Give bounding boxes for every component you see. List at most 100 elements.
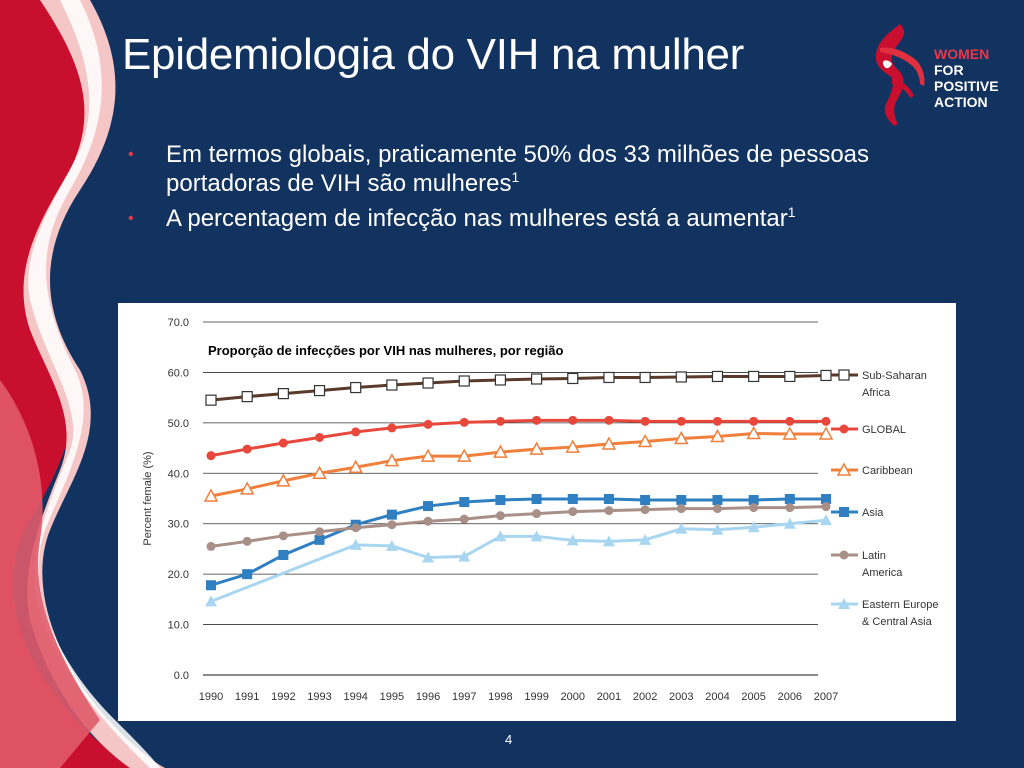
y-tick-label: 0.0 (174, 670, 189, 682)
data-point (351, 427, 361, 437)
data-point (785, 416, 795, 426)
data-point (710, 428, 725, 443)
data-point (838, 598, 850, 609)
data-point (315, 527, 325, 537)
line-chart: 0.0 10.0 20.0 30.0 40.0 50.0 60.0 70.0 1990 1991 1… (142, 317, 938, 703)
data-point (748, 495, 759, 506)
data-point (784, 494, 795, 505)
data-point (423, 516, 433, 526)
logo-word: POSITIVE (934, 78, 999, 94)
x-tick-label: 2000 (561, 691, 585, 703)
data-point (206, 580, 216, 591)
data-point (640, 416, 650, 426)
bullet-item: • A percentagem de infecção nas mulheres … (128, 204, 928, 233)
data-point (423, 419, 433, 429)
y-tick-label: 40.0 (168, 468, 189, 480)
data-point (675, 371, 687, 383)
data-point (384, 453, 400, 467)
data-point (348, 459, 363, 473)
data-point (712, 504, 722, 514)
logo-word: ACTION (934, 94, 988, 110)
data-point (350, 381, 362, 394)
data-point (637, 433, 653, 448)
data-point (422, 377, 434, 389)
data-point (676, 504, 686, 514)
x-tick-label: 2007 (814, 691, 838, 703)
x-tick-label: 1999 (524, 691, 548, 703)
data-point (712, 416, 722, 426)
data-point (278, 549, 289, 560)
data-point (836, 462, 852, 476)
data-point (818, 426, 834, 440)
decorative-ribbon (0, 0, 165, 768)
y-tick-label: 60.0 (168, 367, 189, 379)
logo-word: FOR (934, 62, 964, 78)
data-point (420, 448, 436, 462)
x-tick-label: 1991 (235, 691, 259, 703)
data-point (530, 530, 543, 542)
series-line (210, 497, 826, 587)
data-point (747, 521, 760, 533)
data-point (459, 514, 469, 524)
bullet-list: • Em termos globais, praticamente 50% dos… (128, 140, 928, 239)
data-point (568, 415, 578, 425)
data-point (205, 394, 217, 406)
data-point (387, 423, 397, 433)
data-point (839, 550, 849, 560)
data-point (242, 569, 253, 580)
data-point (278, 438, 288, 448)
data-point (567, 372, 579, 385)
data-point (602, 535, 615, 547)
data-point (746, 425, 761, 440)
x-tick-label: 1993 (307, 691, 331, 703)
x-tick-label: 2002 (633, 691, 657, 703)
data-point (749, 416, 759, 426)
data-point (604, 415, 614, 425)
data-point (566, 534, 579, 546)
bullet-dot-icon: • (128, 146, 134, 163)
data-point (493, 444, 508, 458)
data-point (456, 448, 472, 462)
data-point (242, 444, 252, 454)
data-point (206, 451, 216, 461)
data-point (639, 533, 652, 545)
x-tick-label: 2001 (597, 691, 621, 703)
women-for-positive-action-logo: WOMEN FOR POSITIVE ACTION (870, 20, 1020, 130)
data-point (242, 536, 252, 546)
legend-label: & Central Asia (862, 616, 933, 628)
data-point (567, 494, 578, 505)
data-point (529, 441, 544, 455)
data-point (422, 551, 435, 563)
y-tick-label: 70.0 (168, 317, 189, 329)
data-point (241, 391, 253, 403)
x-tick-label: 1996 (416, 691, 440, 703)
data-point (565, 439, 581, 453)
data-point (603, 371, 615, 384)
x-tick-label: 2006 (778, 691, 802, 703)
y-tick-label: 30.0 (168, 519, 189, 531)
data-point (459, 497, 470, 508)
data-point (568, 507, 578, 517)
data-point (674, 430, 689, 445)
y-tick-label: 20.0 (168, 569, 189, 581)
data-point (639, 371, 651, 384)
data-point (239, 481, 255, 495)
series-line (210, 505, 827, 548)
chart-panel: 0.0 10.0 20.0 30.0 40.0 50.0 60.0 70.0 1990 1991 1… (118, 303, 956, 721)
data-point (839, 507, 849, 517)
data-point (839, 424, 849, 434)
data-point (782, 426, 798, 440)
x-tick-label: 1998 (488, 691, 512, 703)
data-point (712, 495, 723, 506)
data-point (277, 388, 289, 400)
data-point (459, 417, 469, 427)
bullet-text: Em termos globais, praticamente 50% dos … (166, 141, 870, 197)
data-point (385, 539, 398, 551)
data-point (640, 505, 650, 515)
data-point (458, 550, 471, 562)
data-point (387, 520, 397, 530)
x-tick-label: 1992 (271, 691, 295, 703)
data-point (276, 473, 291, 487)
data-point (495, 511, 505, 521)
legend-label: Sub-Saharan (862, 370, 927, 382)
